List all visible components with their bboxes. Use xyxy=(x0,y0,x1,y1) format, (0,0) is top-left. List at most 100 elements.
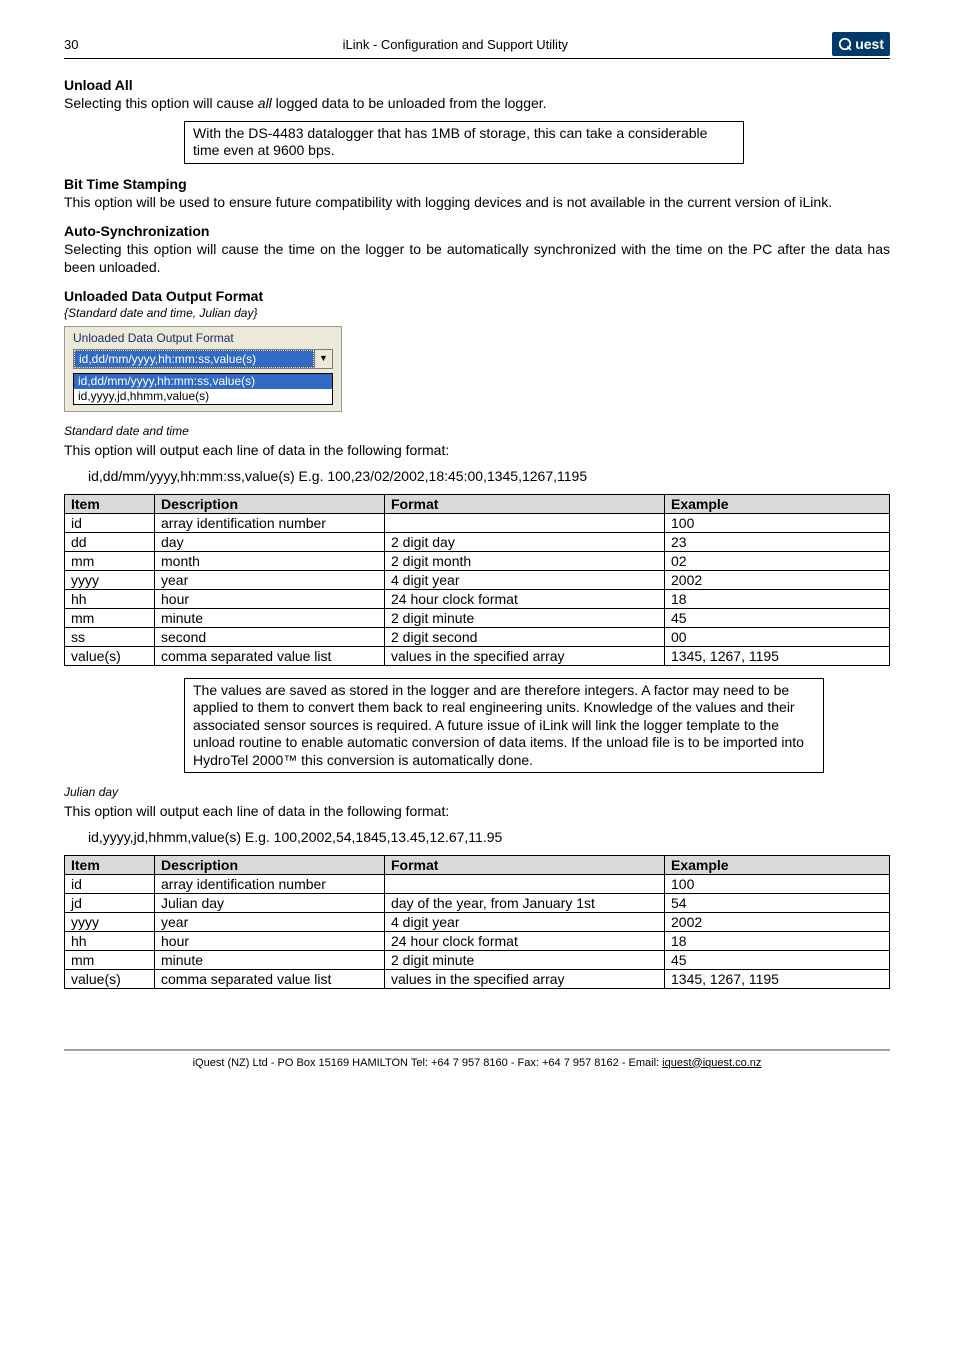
caption-julian: Julian day xyxy=(64,785,890,799)
page-header: 30 iLink - Configuration and Support Uti… xyxy=(64,32,890,59)
table-cell: mm xyxy=(65,608,155,627)
output-format-select[interactable]: id,dd/mm/yyyy,hh:mm:ss,value(s) ▼ xyxy=(73,349,333,369)
table-cell: 23 xyxy=(665,532,890,551)
table-cell: 45 xyxy=(665,950,890,969)
th-desc: Description xyxy=(155,494,385,513)
table-row: hhhour24 hour clock format18 xyxy=(65,931,890,950)
table-cell: values in the specified array xyxy=(385,969,665,988)
table-cell: jd xyxy=(65,893,155,912)
table-cell: Julian day xyxy=(155,893,385,912)
output-format-panel: Unloaded Data Output Format id,dd/mm/yyy… xyxy=(64,326,342,412)
footer-divider xyxy=(64,1049,890,1051)
th-format: Format xyxy=(385,494,665,513)
table-cell: id xyxy=(65,513,155,532)
table-row: idarray identification number100 xyxy=(65,874,890,893)
logo-mark-icon xyxy=(838,37,852,51)
table-std-format: Item Description Format Example idarray … xyxy=(64,494,890,666)
table-cell: minute xyxy=(155,608,385,627)
heading-autosync: Auto-Synchronization xyxy=(64,223,890,239)
para-unload-all: Selecting this option will cause all log… xyxy=(64,95,890,113)
page-footer: iQuest (NZ) Ltd - PO Box 15169 HAMILTON … xyxy=(64,1057,890,1069)
table-cell: 2 digit second xyxy=(385,627,665,646)
table-header-row: Item Description Format Example xyxy=(65,494,890,513)
table-cell: comma separated value list xyxy=(155,646,385,665)
table-row: yyyyyear4 digit year2002 xyxy=(65,912,890,931)
table-row: hhhour24 hour clock format18 xyxy=(65,589,890,608)
table-cell: 4 digit year xyxy=(385,912,665,931)
table-cell: value(s) xyxy=(65,646,155,665)
table-cell: hour xyxy=(155,931,385,950)
logo-text: uest xyxy=(855,36,884,52)
table-cell: 100 xyxy=(665,513,890,532)
page-number: 30 xyxy=(64,37,78,52)
table-cell: 2 digit minute xyxy=(385,608,665,627)
table-row: jdJulian dayday of the year, from Januar… xyxy=(65,893,890,912)
table-row: mmminute2 digit minute45 xyxy=(65,950,890,969)
example-line-std: id,dd/mm/yyyy,hh:mm:ss,value(s) E.g. 100… xyxy=(88,468,890,484)
table-cell: 18 xyxy=(665,589,890,608)
para-bit-time: This option will be used to ensure futur… xyxy=(64,194,890,212)
table-cell: 2 digit minute xyxy=(385,950,665,969)
table-cell: second xyxy=(155,627,385,646)
table-row: idarray identification number 100 xyxy=(65,513,890,532)
table-header-row: Item Description Format Example xyxy=(65,855,890,874)
th-item: Item xyxy=(65,855,155,874)
table-cell: day of the year, from January 1st xyxy=(385,893,665,912)
table-cell: array identification number xyxy=(155,874,385,893)
table-cell: yyyy xyxy=(65,570,155,589)
table-cell: hh xyxy=(65,589,155,608)
table-row: mmmonth2 digit month02 xyxy=(65,551,890,570)
table-cell: 2 digit month xyxy=(385,551,665,570)
table-row: sssecond2 digit second00 xyxy=(65,627,890,646)
subcaption-output-format: {Standard date and time, Julian day} xyxy=(64,306,890,320)
table-row: value(s)comma separated value listvalues… xyxy=(65,646,890,665)
table-cell: mm xyxy=(65,950,155,969)
table-cell: dd xyxy=(65,532,155,551)
table-cell: 24 hour clock format xyxy=(385,589,665,608)
caption-std: Standard date and time xyxy=(64,424,890,438)
doc-title: iLink - Configuration and Support Utilit… xyxy=(78,37,832,52)
heading-bit-time: Bit Time Stamping xyxy=(64,176,890,192)
heading-output-format: Unloaded Data Output Format xyxy=(64,288,890,304)
table-cell: mm xyxy=(65,551,155,570)
table-cell: 24 hour clock format xyxy=(385,931,665,950)
table-cell: 00 xyxy=(665,627,890,646)
footer-text: iQuest (NZ) Ltd - PO Box 15169 HAMILTON … xyxy=(193,1057,663,1069)
table-cell: 2002 xyxy=(665,912,890,931)
table-cell: 02 xyxy=(665,551,890,570)
table-row: ddday2 digit day23 xyxy=(65,532,890,551)
table-cell: ss xyxy=(65,627,155,646)
output-format-option-julian[interactable]: id,yyyy,jd,hhmm,value(s) xyxy=(74,389,332,404)
th-example: Example xyxy=(665,494,890,513)
table-row: yyyyyear4 digit year2002 xyxy=(65,570,890,589)
table-cell: 45 xyxy=(665,608,890,627)
table-cell: 2 digit day xyxy=(385,532,665,551)
table-julian-format: Item Description Format Example idarray … xyxy=(64,855,890,989)
table-row: mmminute2 digit minute45 xyxy=(65,608,890,627)
th-example: Example xyxy=(665,855,890,874)
table-cell: 100 xyxy=(665,874,890,893)
table-cell: hour xyxy=(155,589,385,608)
note-std: The values are saved as stored in the lo… xyxy=(184,678,824,774)
output-format-option-std[interactable]: id,dd/mm/yyyy,hh:mm:ss,value(s) xyxy=(74,374,332,389)
table-cell xyxy=(385,513,665,532)
chevron-down-icon[interactable]: ▼ xyxy=(314,350,332,368)
note-unload-all: With the DS-4483 datalogger that has 1MB… xyxy=(184,121,744,164)
output-format-selected: id,dd/mm/yyyy,hh:mm:ss,value(s) xyxy=(74,350,314,368)
table-cell: 2002 xyxy=(665,570,890,589)
th-format: Format xyxy=(385,855,665,874)
th-item: Item xyxy=(65,494,155,513)
table-cell: 54 xyxy=(665,893,890,912)
output-format-panel-title: Unloaded Data Output Format xyxy=(65,327,341,347)
table-cell: 4 digit year xyxy=(385,570,665,589)
table-cell: 1345, 1267, 1195 xyxy=(665,646,890,665)
table-cell: hh xyxy=(65,931,155,950)
heading-unload-all: Unload All xyxy=(64,77,890,93)
table-cell: values in the specified array xyxy=(385,646,665,665)
table-cell: minute xyxy=(155,950,385,969)
footer-email-link[interactable]: iquest@iquest.co.nz xyxy=(662,1057,761,1069)
table-cell: yyyy xyxy=(65,912,155,931)
para-autosync: Selecting this option will cause the tim… xyxy=(64,241,890,276)
table-cell: array identification number xyxy=(155,513,385,532)
table-cell: month xyxy=(155,551,385,570)
